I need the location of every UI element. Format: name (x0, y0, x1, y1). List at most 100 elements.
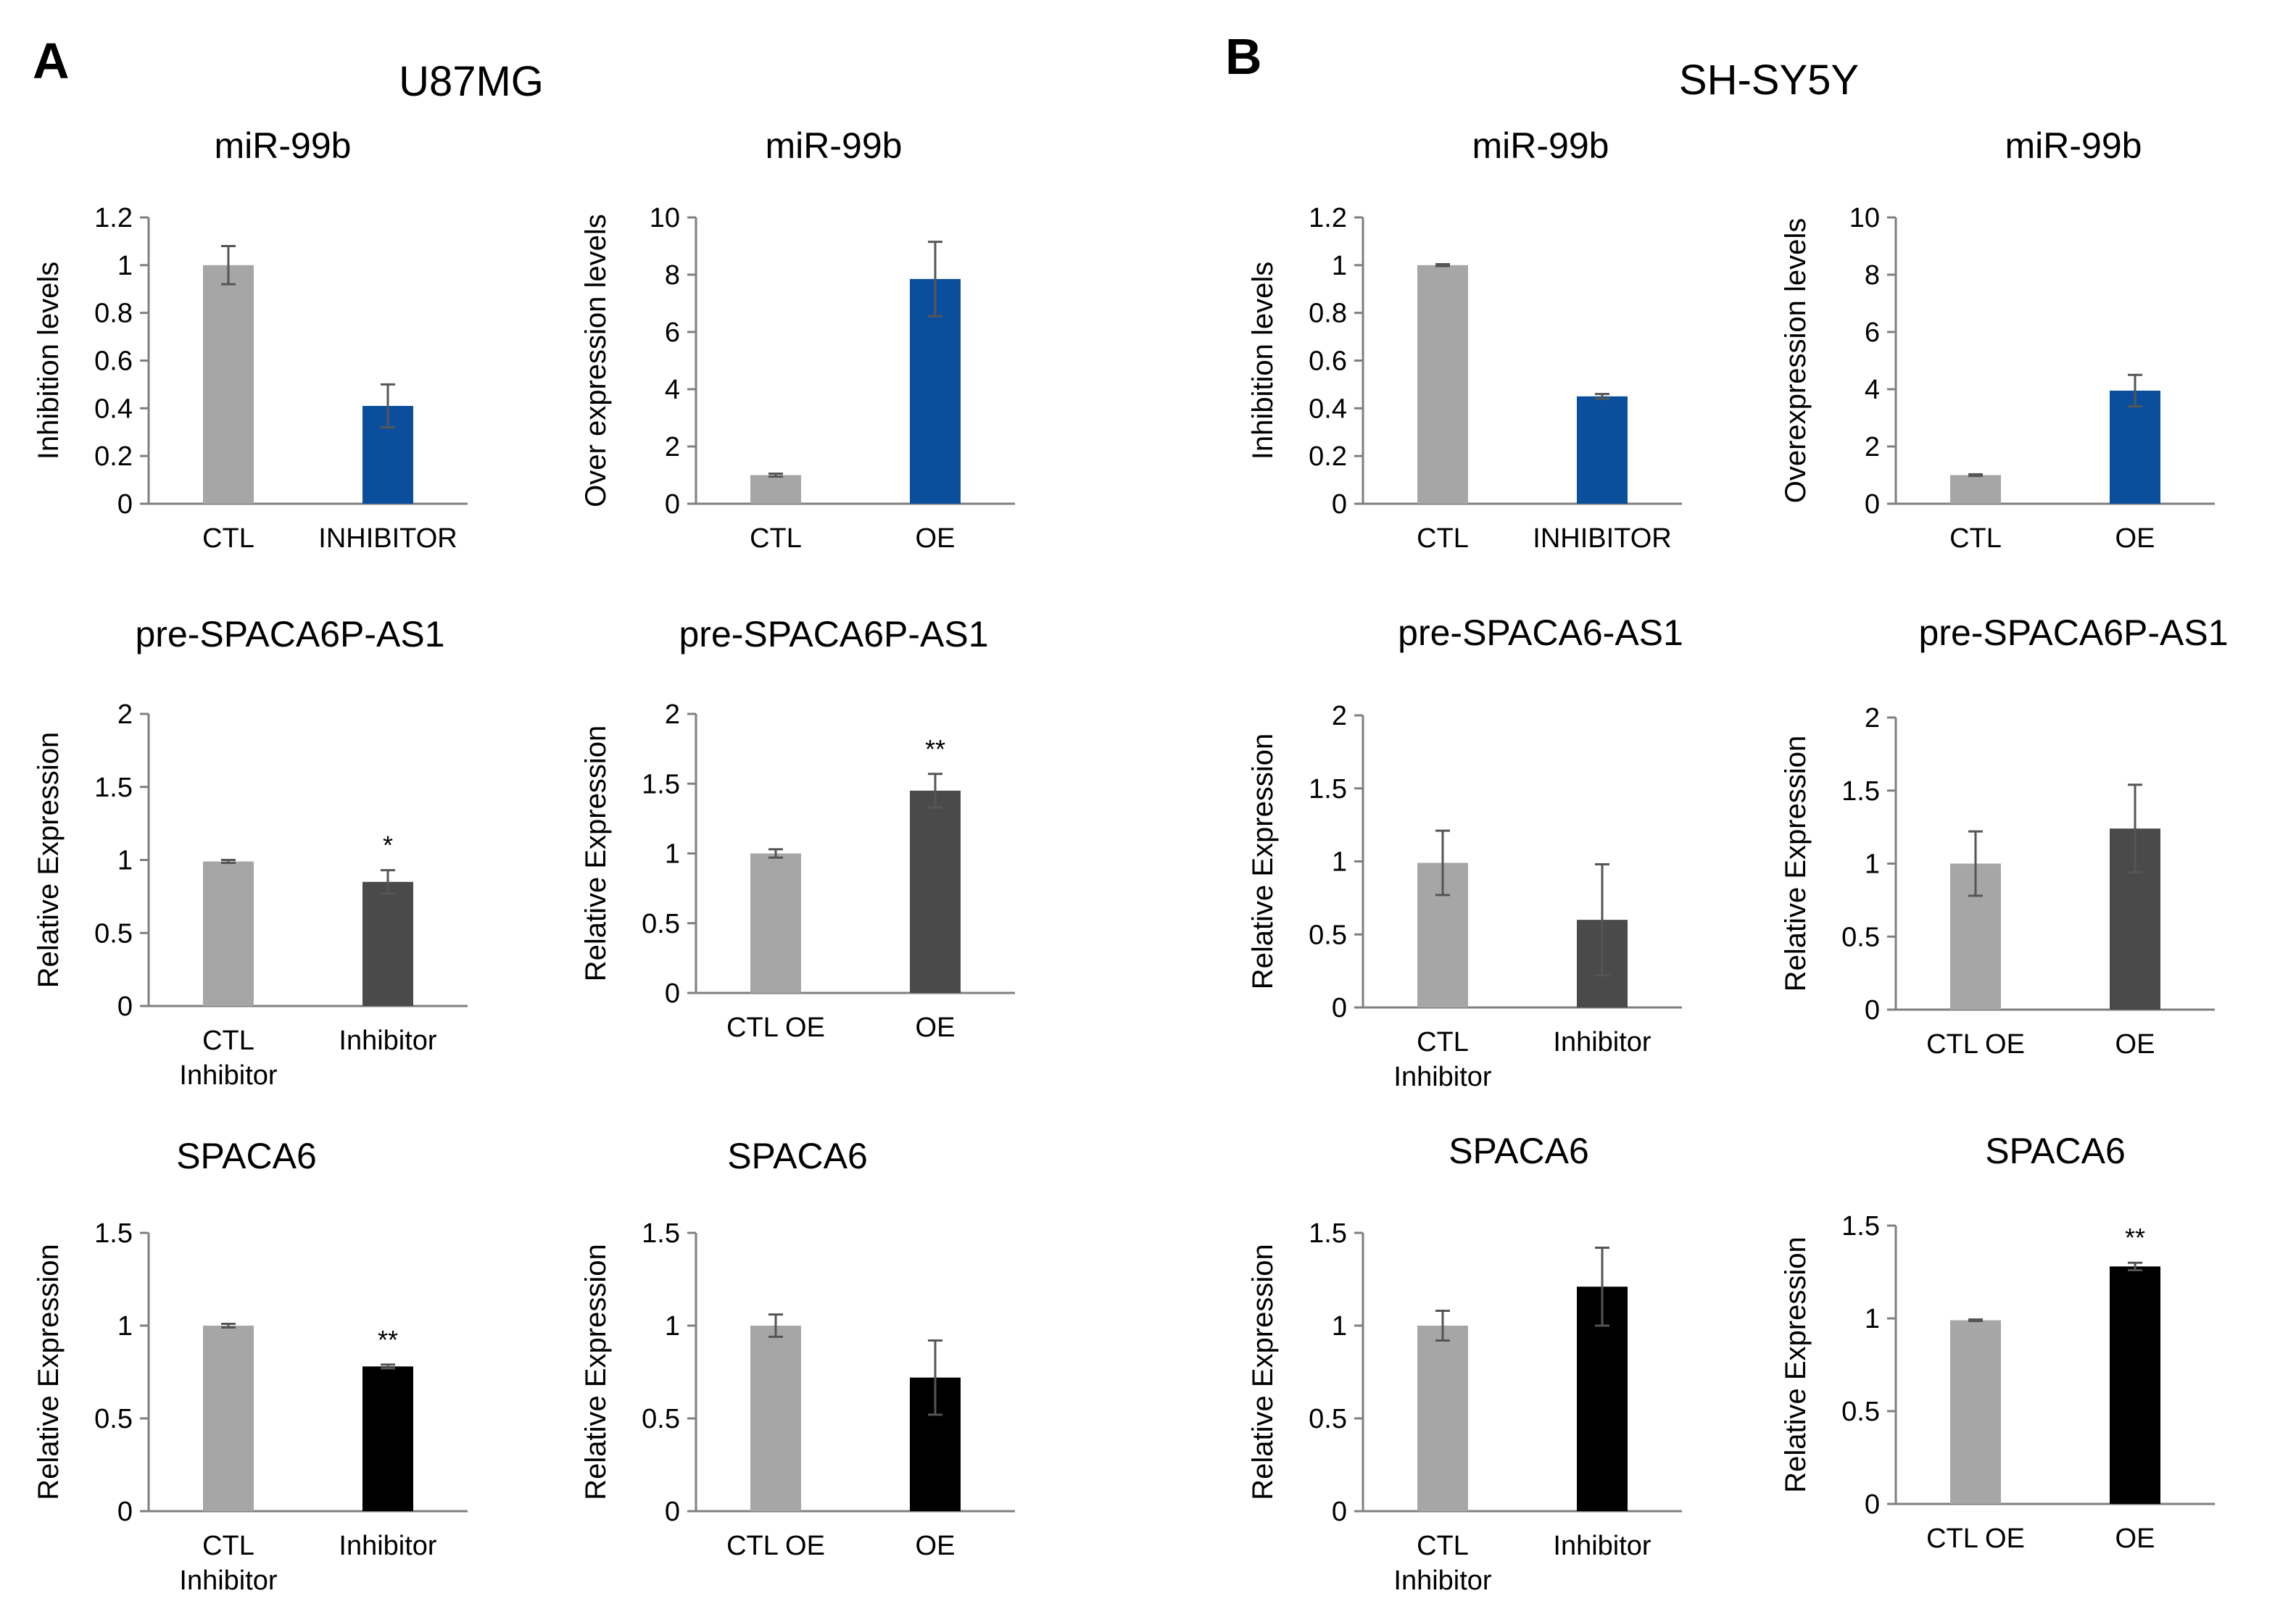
x-category-label: CTL (1417, 1531, 1469, 1561)
chart-7: pre-SPACA6-AS1 Relative Expression 0 0.5 1 1.… (1247, 612, 1683, 1092)
y-tick-label: 2 (117, 699, 133, 730)
y-tick-label: 1.5 (642, 1218, 680, 1249)
y-tick-label: 0 (1865, 995, 1880, 1026)
y-tick-label: 0.2 (1309, 441, 1347, 472)
y-tick-label: 0 (1332, 993, 1347, 1023)
y-axis-label: Relative Expression (33, 1244, 65, 1500)
y-tick-label: 2 (1332, 701, 1347, 731)
charts-group: miR-99b Inhibition levels 0 0.2 0.4 0.6 0.8 1 1.… (33, 125, 2229, 1596)
chart-10: SPACA6 Relative Expression 0 0.5 1 1.5 CTL OE O… (580, 1136, 1015, 1561)
x-category-label: Inhibitor (179, 1566, 278, 1596)
bar (750, 475, 801, 504)
chart-title: miR-99b (1472, 125, 1609, 166)
y-tick-label: 1.5 (94, 1218, 133, 1249)
y-tick-label: 1 (1865, 849, 1880, 880)
y-tick-label: 0.4 (1309, 394, 1347, 424)
bar (362, 1366, 413, 1511)
bar (910, 790, 961, 993)
chart-title: SPACA6 (1985, 1131, 2126, 1171)
x-category-label: Inhibitor (1393, 1566, 1492, 1596)
bar (750, 853, 801, 993)
y-axis-label: Relative Expression (1780, 736, 1812, 992)
y-tick-label: 4 (1865, 375, 1880, 405)
y-tick-label: 1.5 (1309, 774, 1347, 805)
y-tick-label: 0.5 (642, 1404, 680, 1434)
y-tick-label: 0 (1865, 489, 1880, 520)
chart-title: pre-SPACA6P-AS1 (1918, 612, 2228, 653)
y-axis-label: Overexpression levels (1780, 218, 1812, 504)
y-tick-label: 0 (665, 489, 680, 520)
chart-12: SPACA6 Relative Expression 0 0.5 1 1.5 CTL OE *… (1780, 1131, 2215, 1554)
y-tick-label: 8 (665, 260, 680, 291)
y-tick-label: 0.6 (1309, 346, 1347, 377)
chart-6: pre-SPACA6P-AS1 Relative Expression 0 0.5 1 1… (580, 614, 1015, 1043)
y-tick-label: 0.8 (1309, 299, 1347, 329)
x-category-label: Inhibitor (1393, 1062, 1492, 1092)
bar (2110, 390, 2160, 504)
y-tick-label: 1.5 (94, 773, 133, 803)
y-tick-label: 1.5 (642, 769, 680, 799)
y-tick-label: 1 (117, 251, 133, 281)
y-tick-label: 10 (1849, 203, 1880, 233)
y-tick-label: 0.4 (94, 394, 133, 424)
y-tick-label: 0.5 (1309, 920, 1347, 950)
y-tick-label: 1 (1332, 251, 1347, 281)
bar (750, 1326, 801, 1511)
chart-title: SPACA6 (176, 1136, 317, 1176)
x-category-label: INHIBITOR (318, 523, 457, 554)
bar (1417, 265, 1468, 504)
y-axis-label: Over expression levels (580, 214, 612, 507)
y-axis-label: Relative Expression (33, 732, 65, 989)
bar (203, 265, 254, 504)
y-tick-label: 1.5 (1841, 776, 1880, 807)
y-tick-label: 1 (1332, 1311, 1347, 1342)
x-category-label: OE (2115, 1029, 2155, 1060)
y-tick-label: 1 (665, 839, 680, 870)
chart-title: pre-SPACA6P-AS1 (135, 614, 444, 654)
chart-4: miR-99b Overexpression levels 0 2 4 6 8 10 CTL OE (1780, 125, 2215, 554)
chart-title: SPACA6 (727, 1136, 868, 1176)
x-category-label: OE (916, 1013, 956, 1043)
chart-8: pre-SPACA6P-AS1 Relative Expression 0 0.5 1 1… (1780, 612, 2229, 1060)
y-axis-label: Relative Expression (580, 726, 612, 982)
y-tick-label: 1.5 (1841, 1211, 1880, 1242)
y-tick-label: 0 (665, 1497, 680, 1527)
x-category-label: CTL (202, 1026, 254, 1056)
y-tick-label: 1 (117, 1311, 133, 1342)
x-category-label: Inhibitor (339, 1026, 437, 1056)
y-axis-label: Inhibition levels (1247, 262, 1279, 460)
y-tick-label: 1 (665, 1311, 680, 1342)
y-tick-label: 0.8 (94, 299, 133, 329)
y-tick-label: 2 (665, 432, 680, 462)
x-category-label: CTL (1417, 523, 1469, 554)
y-tick-label: 0 (1865, 1489, 1880, 1520)
x-category-label: Inhibitor (1553, 1531, 1651, 1561)
x-category-label: OE (916, 523, 956, 554)
x-category-label: Inhibitor (1553, 1027, 1651, 1057)
y-tick-label: 1 (1332, 847, 1347, 878)
x-category-label: CTL OE (726, 1531, 825, 1561)
y-tick-label: 0.5 (94, 918, 133, 949)
y-tick-label: 2 (1865, 703, 1880, 733)
y-tick-label: 0.5 (1309, 1404, 1347, 1434)
chart-9: SPACA6 Relative Expression 0 0.5 1 1.5 CTL Inhi… (33, 1136, 468, 1596)
chart-3: miR-99b Inhibition levels 0 0.2 0.4 0.6 0.8 1 1.… (1247, 125, 1682, 554)
x-category-label: CTL (750, 523, 802, 554)
y-tick-label: 0.2 (94, 441, 133, 472)
y-axis-label: Relative Expression (1780, 1236, 1812, 1493)
y-tick-label: 0.5 (1841, 922, 1880, 952)
y-tick-label: 1 (117, 846, 133, 876)
y-tick-label: 6 (665, 317, 680, 348)
chart-title: pre-SPACA6P-AS1 (679, 614, 988, 654)
chart-title: miR-99b (215, 125, 352, 166)
y-tick-label: 2 (1865, 432, 1880, 462)
chart-title: pre-SPACA6-AS1 (1398, 612, 1683, 653)
y-tick-label: 0.5 (642, 909, 680, 939)
y-tick-label: 2 (665, 699, 680, 730)
x-category-label: INHIBITOR (1533, 523, 1671, 554)
x-category-label: CTL (202, 523, 254, 554)
y-tick-label: 0.5 (1841, 1397, 1880, 1427)
x-category-label: OE (2115, 523, 2155, 554)
